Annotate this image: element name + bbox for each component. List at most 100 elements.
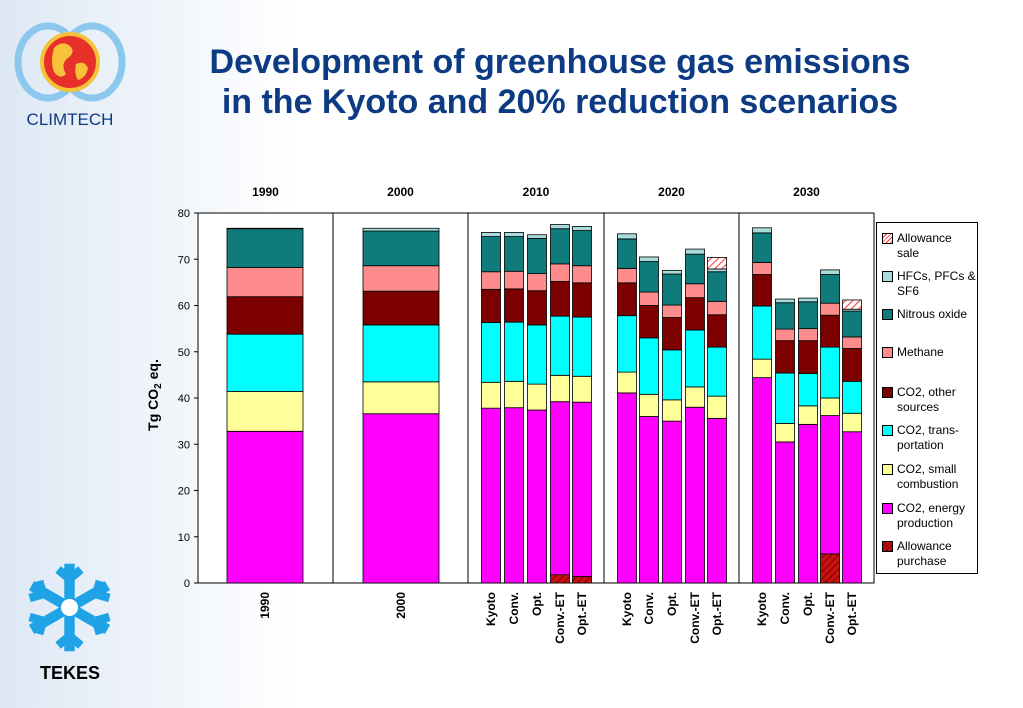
legend-swatch [882,233,893,244]
legend-swatch [882,387,893,398]
title-line-2: in the Kyoto and 20% reduction scenarios [221,83,899,121]
x-axis: 1990 2000 Kyoto Conv. Opt. Conv.-ET Opt.-ET Kyo… [258,591,859,643]
bar-segment-hfcs [362,227,440,232]
bar-segment-co2-energy [481,407,501,584]
bar-segment-co2-small [226,391,304,432]
bar-segment-co2-energy [752,377,772,584]
bar-segment-nitrous-oxide [617,238,637,269]
bar-segment-co2-other [362,290,440,326]
bar-segment-co2-small [752,358,772,379]
group-header-label: 2030 [793,185,820,199]
bar-segment-co2-energy [820,415,840,555]
bar-segment-allowance-purchase [572,576,592,584]
bar-stack [572,226,592,584]
y-tick-label: 50 [178,347,190,359]
bar-segment-co2-transport [481,322,501,383]
bar-segment-co2-other [685,297,705,331]
group-header-label: 1990 [252,185,279,199]
bar-stack [550,224,570,584]
bar-segment-co2-transport [685,329,705,388]
bar-segment-co2-energy [527,409,547,584]
bar-segment-co2-small [662,399,682,422]
bar-segment-co2-small [798,405,818,425]
bar-segment-hfcs [820,269,840,275]
bar-segment-nitrous-oxide [752,232,772,263]
bar-segment-allowance-sale [707,256,727,270]
x-tick-label: Conv.-ET [823,591,837,643]
bar-segment-co2-energy [707,417,727,584]
bar-segment-methane [550,263,570,282]
bar-segment-co2-transport [527,324,547,385]
x-tick-label: Opt.-ET [845,591,859,635]
bar-segment-hfcs [685,248,705,255]
legend-label: Nitrous oxide [897,307,968,321]
bar-segment-methane [504,270,524,290]
y-tick-label: 20 [178,486,190,498]
legend-swatch [882,425,893,436]
bar-segment-methane [362,265,440,292]
bar-segment-allowance-sale [842,299,862,310]
legend-swatch [882,309,893,320]
bar-segment-nitrous-oxide [820,274,840,304]
legend-label: CO2, energy production [897,501,966,530]
bar-segment-co2-transport [504,321,524,382]
page-title: Development of greenhouse gas emissions … [150,42,970,122]
group-headers: 1990 2000 2010 2020 2030 [252,185,820,199]
group-header-label: 2010 [523,185,550,199]
bar-segment-nitrous-oxide [798,301,818,330]
bar-segment-co2-other [617,282,637,317]
bar-segment-co2-small [572,375,592,403]
bar-segment-hfcs [662,269,682,275]
bar-segment-nitrous-oxide [550,228,570,265]
bar-segment-co2-small [842,412,862,433]
legend-swatch [882,347,893,358]
bar-stack [775,298,795,584]
bar-segment-methane [798,328,818,342]
title-line-1: Development of greenhouse gas emissions [209,43,911,81]
bar-stack [707,256,727,584]
x-tick-label: Kyoto [620,592,634,626]
bar-segment-hfcs [481,232,501,237]
bar-segment-methane [820,302,840,316]
x-tick-label: Opt. [665,592,679,616]
y-axis: 0 10 20 30 40 50 60 70 80 [178,208,198,590]
bar-segment-co2-other [572,282,592,318]
x-tick-label: Conv.-ET [553,591,567,643]
bar-stack [639,256,659,584]
bar-segment-co2-small [550,374,570,403]
bar-segment-co2-other [842,348,862,382]
bar-segment-nitrous-oxide [639,261,659,293]
bar-segment-co2-transport [775,372,795,424]
legend-label: Methane [897,345,944,359]
bar-segment-co2-small [707,395,727,419]
bar-segment-co2-small [362,381,440,415]
bar-stack [842,299,862,584]
bar-segment-co2-transport [362,324,440,383]
x-tick-label: 2000 [394,592,408,619]
legend-swatch [882,464,893,475]
bar-segment-hfcs [550,224,570,230]
bar-segment-co2-energy [504,407,524,584]
bar-segment-co2-other [481,288,501,324]
bar-segment-nitrous-oxide [572,230,592,267]
bar-segment-nitrous-oxide [481,236,501,273]
bar-stack [685,248,705,584]
bars [226,224,862,584]
bar-segment-co2-transport [707,346,727,397]
bar-stack [662,269,682,584]
bar-segment-co2-small [504,380,524,409]
legend-label: CO2, small combustion [897,462,959,491]
legend-label: CO2, other sources [897,385,956,414]
bar-segment-hfcs [639,256,659,262]
bar-segment-co2-small [775,423,795,443]
x-tick-label: Conv. [507,592,521,624]
bar-segment-methane [752,262,772,275]
bar-segment-methane [527,273,547,292]
bar-segment-co2-energy [362,413,440,584]
bar-segment-co2-transport [798,373,818,407]
x-tick-label: Opt.-ET [710,591,724,635]
x-tick-label: Conv. [642,592,656,624]
bar-segment-co2-small [481,381,501,409]
bar-segment-methane [662,304,682,318]
bar-segment-methane [481,271,501,290]
